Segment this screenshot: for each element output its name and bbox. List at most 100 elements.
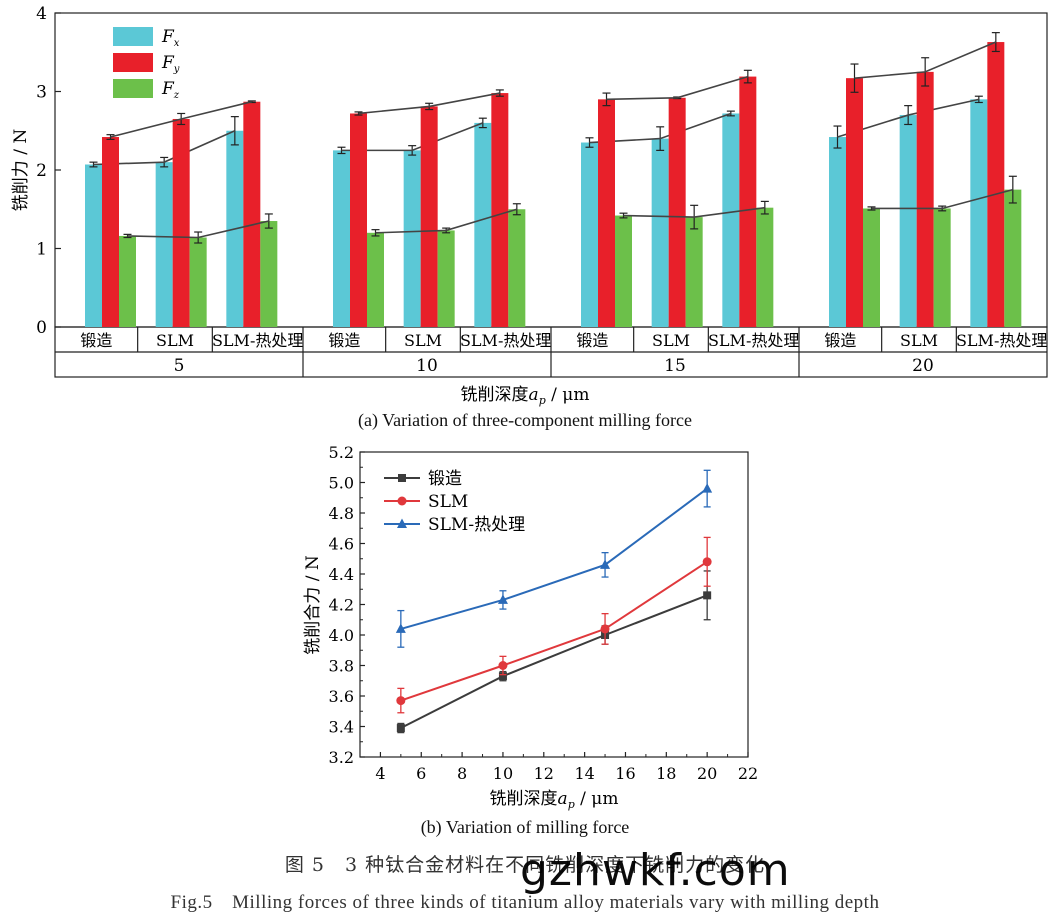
category-label: 锻造: [824, 331, 856, 350]
x-tick-label: 22: [738, 764, 758, 783]
bar-Fx: [829, 137, 846, 327]
data-point-square: [498, 672, 507, 681]
category-label: 锻造: [328, 331, 360, 350]
y-tick-label: 0: [36, 318, 47, 338]
bar-Fz: [119, 235, 136, 327]
bar-Fx: [474, 122, 492, 328]
bar-Fy: [739, 76, 757, 328]
data-point-triangle: [395, 623, 406, 633]
group-label: 5: [174, 356, 185, 376]
data-point-triangle: [497, 594, 508, 604]
trend-line-Fy: [358, 92, 500, 115]
legend-marker-triangle: [397, 518, 407, 528]
bar-Fx: [333, 150, 350, 327]
group-label: 15: [664, 356, 686, 376]
data-point-circle: [702, 557, 712, 567]
x-tick-label: 16: [615, 764, 635, 783]
legend-label: 锻造: [428, 469, 462, 489]
bar-Fz: [367, 232, 384, 327]
bar-chart-three-component-force: 0 1 2 3 4 铣削力 / N 锻造 SLM SLM-热处理 5 锻造 SLM SLM-热处理 10 锻…: [11, 4, 1048, 407]
trend-line-Fz: [127, 220, 270, 239]
data-point-square: [396, 724, 405, 733]
series-line-1: [400, 560, 708, 702]
data-point-triangle: [702, 483, 713, 493]
category-label: SLM-热处理: [708, 331, 799, 350]
x-tick-label: 18: [656, 764, 676, 783]
bar-Fx: [403, 150, 421, 327]
bar-Fx: [85, 164, 102, 327]
category-label: 锻造: [80, 331, 112, 350]
category-label: SLM-热处理: [460, 331, 551, 350]
data-point-circle: [396, 696, 406, 706]
y-tick-label: 1: [36, 240, 47, 260]
line-chart-resultant-force: 3.2 3.4 3.6 3.8 4.0 4.2 4.4 4.6 4.8 5.0 5.2 4 6 8 10 12…: [303, 443, 758, 811]
figure-caption-chinese: 图 5 3 种钛合金材料在不同铣削深度下铣削力的变化: [284, 854, 766, 876]
bar-Fx: [899, 115, 917, 327]
category-label: SLM-热处理: [212, 331, 303, 350]
bar-Fy: [987, 42, 1005, 328]
y-tick-label: 5.2: [329, 443, 354, 462]
x-tick-label: 4: [375, 764, 385, 783]
bar-Fx: [581, 142, 598, 327]
x-tick-label: 14: [574, 764, 594, 783]
y-axis-label: 铣削合力 / N: [303, 555, 323, 655]
trend-line-Fy: [110, 100, 253, 138]
bar-Fy: [846, 78, 863, 327]
y-tick-label: 4.8: [329, 504, 354, 523]
data-point-circle: [498, 661, 508, 670]
x-tick-label: 20: [697, 764, 717, 783]
series-line-0: [400, 594, 708, 729]
plot-frame: [359, 451, 749, 758]
bar-Fy: [350, 113, 367, 327]
bar-Fy: [243, 101, 261, 327]
legend-label-Fy: Fy: [161, 53, 180, 75]
y-tick-label: 3: [36, 83, 47, 103]
trend-line-Fy: [854, 41, 997, 79]
category-label: SLM: [652, 331, 690, 350]
trend-line-Fy: [606, 75, 749, 101]
x-tick-label: 10: [493, 764, 513, 783]
x-tick-label: 6: [416, 764, 426, 783]
category-label: 锻造: [576, 331, 608, 350]
category-label: SLM: [156, 331, 194, 350]
bar-Fz: [685, 217, 703, 327]
caption-chart-b: (b) Variation of milling force: [420, 817, 630, 837]
bar-Fy: [172, 118, 190, 327]
series-line-2: [400, 487, 708, 630]
data-point-circle: [600, 624, 610, 634]
legend-marker-circle: [397, 496, 407, 506]
legend-swatch-Fy: [113, 53, 153, 72]
y-tick-label: 4.2: [329, 596, 354, 615]
bar-Fz: [1004, 189, 1022, 327]
y-tick-label: 3.2: [329, 748, 354, 767]
bar-Fz: [756, 207, 774, 327]
trend-line-Fz: [375, 208, 518, 234]
group-label: 20: [912, 356, 934, 376]
bar-Fy: [916, 71, 934, 327]
x-axis-label: 铣削深度ap / μm: [461, 385, 590, 407]
bar-Fy: [102, 137, 119, 327]
y-tick-label: 4.0: [329, 626, 354, 645]
group-label: 10: [416, 356, 438, 376]
legend-swatch-Fx: [113, 27, 153, 46]
legend-label: SLM: [428, 492, 468, 512]
y-tick-label: 2: [36, 161, 47, 181]
legend-marker-square: [398, 474, 406, 482]
trend-line-Fz: [623, 206, 765, 218]
legend-label-Fx: Fx: [161, 27, 180, 49]
y-axis-label: 铣削力 / N: [11, 129, 31, 212]
bar-Fx: [970, 99, 988, 327]
caption-chart-a: (a) Variation of three-component milling…: [357, 410, 693, 430]
bar-Fy: [598, 99, 615, 327]
legend-label: SLM-热处理: [428, 515, 525, 535]
bar-Fz: [863, 208, 880, 327]
bar-Fz: [615, 215, 632, 327]
legend-label-Fz: Fz: [161, 79, 180, 101]
data-point-triangle: [600, 559, 611, 569]
watermark: gzhwkf.com: [520, 845, 791, 896]
x-axis-label: 铣削深度ap / μm: [490, 789, 619, 811]
data-point-square: [703, 591, 712, 600]
bar-Fz: [508, 209, 526, 327]
legend-swatch-Fz: [113, 79, 153, 98]
trend-line-Fz: [871, 188, 1014, 210]
